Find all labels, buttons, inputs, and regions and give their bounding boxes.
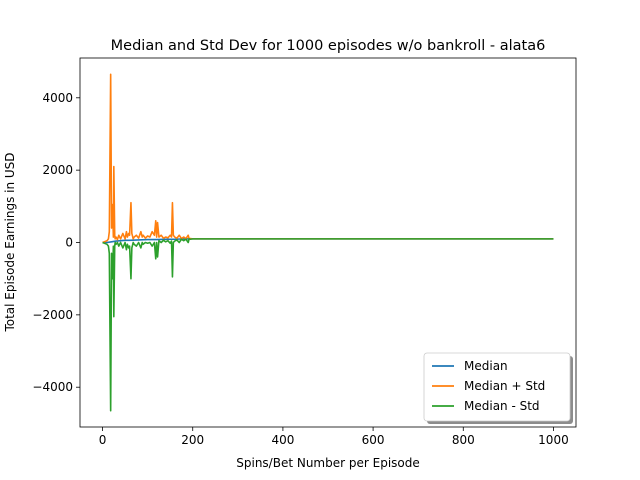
y-tick-label: 0 <box>65 236 73 250</box>
x-tick-label: 400 <box>271 433 294 447</box>
x-tick-label: 800 <box>452 433 475 447</box>
legend: Median Median + Std Median - Std <box>423 352 573 424</box>
legend-label: Median <box>464 359 508 373</box>
y-tick-label: −2000 <box>32 308 73 322</box>
x-axis-label: Spins/Bet Number per Episode <box>236 456 420 470</box>
x-tick-label: 1000 <box>538 433 569 447</box>
y-axis-label: Total Episode Earnings in USD <box>3 152 17 332</box>
legend-label: Median + Std <box>464 379 545 393</box>
x-tick-label: 200 <box>181 433 204 447</box>
series-line-3 <box>102 238 554 412</box>
y-tick-label: 2000 <box>42 163 73 177</box>
legend-label: Median - Std <box>464 399 540 413</box>
plot-area: 0 200 400 600 800 1000 −4000 −2000 0 2000 4000 <box>32 57 577 447</box>
x-tick-label: 0 <box>99 433 107 447</box>
x-tick-label: 600 <box>362 433 385 447</box>
y-tick-label: −4000 <box>32 380 73 394</box>
series-line-2 <box>102 73 554 244</box>
legend-box <box>423 352 571 422</box>
chart-title: Median and Std Dev for 1000 episodes w/o… <box>111 38 546 54</box>
y-tick-label: 4000 <box>42 91 73 105</box>
